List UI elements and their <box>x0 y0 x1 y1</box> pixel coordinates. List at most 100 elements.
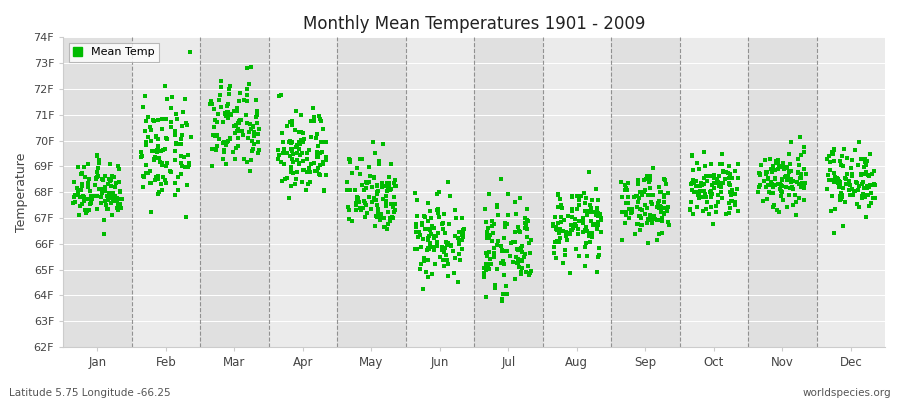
Point <box>514 245 528 251</box>
Point <box>175 132 189 138</box>
Point <box>774 193 788 199</box>
Point <box>168 157 183 164</box>
Point <box>221 100 236 107</box>
Point <box>285 151 300 157</box>
Point <box>217 139 231 146</box>
Point <box>148 134 163 140</box>
Point <box>210 119 224 125</box>
Point <box>367 223 382 229</box>
Point <box>834 162 849 169</box>
Point <box>578 199 592 206</box>
Point <box>165 94 179 100</box>
Point <box>436 226 450 232</box>
Point <box>370 190 384 197</box>
Point <box>593 215 608 222</box>
Bar <box>474 37 543 347</box>
Point <box>706 182 720 188</box>
Point <box>794 184 808 190</box>
Point <box>644 199 658 205</box>
Point <box>784 178 798 185</box>
Point <box>370 182 384 188</box>
Point <box>569 246 583 252</box>
Point <box>704 204 718 210</box>
Point <box>242 129 256 135</box>
Point <box>139 118 153 124</box>
Point <box>111 163 125 169</box>
Point <box>682 206 697 212</box>
Point <box>481 224 495 231</box>
Point <box>233 117 248 124</box>
Point <box>105 191 120 197</box>
Point <box>297 167 311 173</box>
Point <box>568 221 582 228</box>
Point <box>242 121 256 127</box>
Point <box>825 151 840 158</box>
Point <box>590 226 605 233</box>
Point <box>482 191 496 198</box>
Point <box>294 129 309 136</box>
Point <box>113 204 128 211</box>
Point <box>584 233 598 240</box>
Point <box>860 192 875 198</box>
Point <box>110 198 124 204</box>
Point <box>857 163 871 170</box>
Point <box>284 183 298 189</box>
Point <box>209 146 223 153</box>
Point <box>770 206 785 213</box>
Point <box>374 179 389 186</box>
Point <box>657 210 671 217</box>
Point <box>290 169 304 176</box>
Point <box>414 260 428 267</box>
Point <box>84 199 98 206</box>
Point <box>653 189 668 196</box>
Point <box>775 176 789 183</box>
Point <box>644 192 659 198</box>
Point <box>294 112 309 118</box>
Point <box>348 187 363 193</box>
Point <box>272 93 286 99</box>
Point <box>691 191 706 198</box>
Point <box>658 205 672 211</box>
Point <box>243 126 257 132</box>
Point <box>430 210 445 216</box>
Point <box>519 234 534 240</box>
Point <box>384 186 399 192</box>
Point <box>643 212 657 218</box>
Point <box>350 194 365 201</box>
Point <box>765 190 779 196</box>
Point <box>695 182 709 188</box>
Point <box>288 176 302 183</box>
Point <box>479 267 493 274</box>
Point <box>657 194 671 200</box>
Point <box>182 162 196 168</box>
Point <box>215 118 230 125</box>
Bar <box>680 37 748 347</box>
Point <box>143 124 157 130</box>
Point <box>576 220 590 226</box>
Point <box>650 216 664 223</box>
Point <box>727 191 742 197</box>
Point <box>160 96 175 103</box>
Point <box>179 214 194 220</box>
Point <box>240 86 255 92</box>
Point <box>311 143 326 150</box>
Point <box>782 151 796 157</box>
Point <box>847 188 861 194</box>
Point <box>832 158 847 164</box>
Point <box>703 173 717 179</box>
Point <box>851 182 866 189</box>
Point <box>350 194 365 201</box>
Point <box>342 156 356 162</box>
Point <box>231 118 246 124</box>
Point <box>223 135 238 141</box>
Point <box>427 244 441 250</box>
Point <box>581 208 596 215</box>
Point <box>94 199 108 206</box>
Point <box>593 217 608 224</box>
Point <box>769 160 783 166</box>
Point <box>89 175 104 181</box>
Point <box>490 202 504 208</box>
Point <box>572 218 586 224</box>
Point <box>756 198 770 204</box>
Point <box>688 189 702 196</box>
